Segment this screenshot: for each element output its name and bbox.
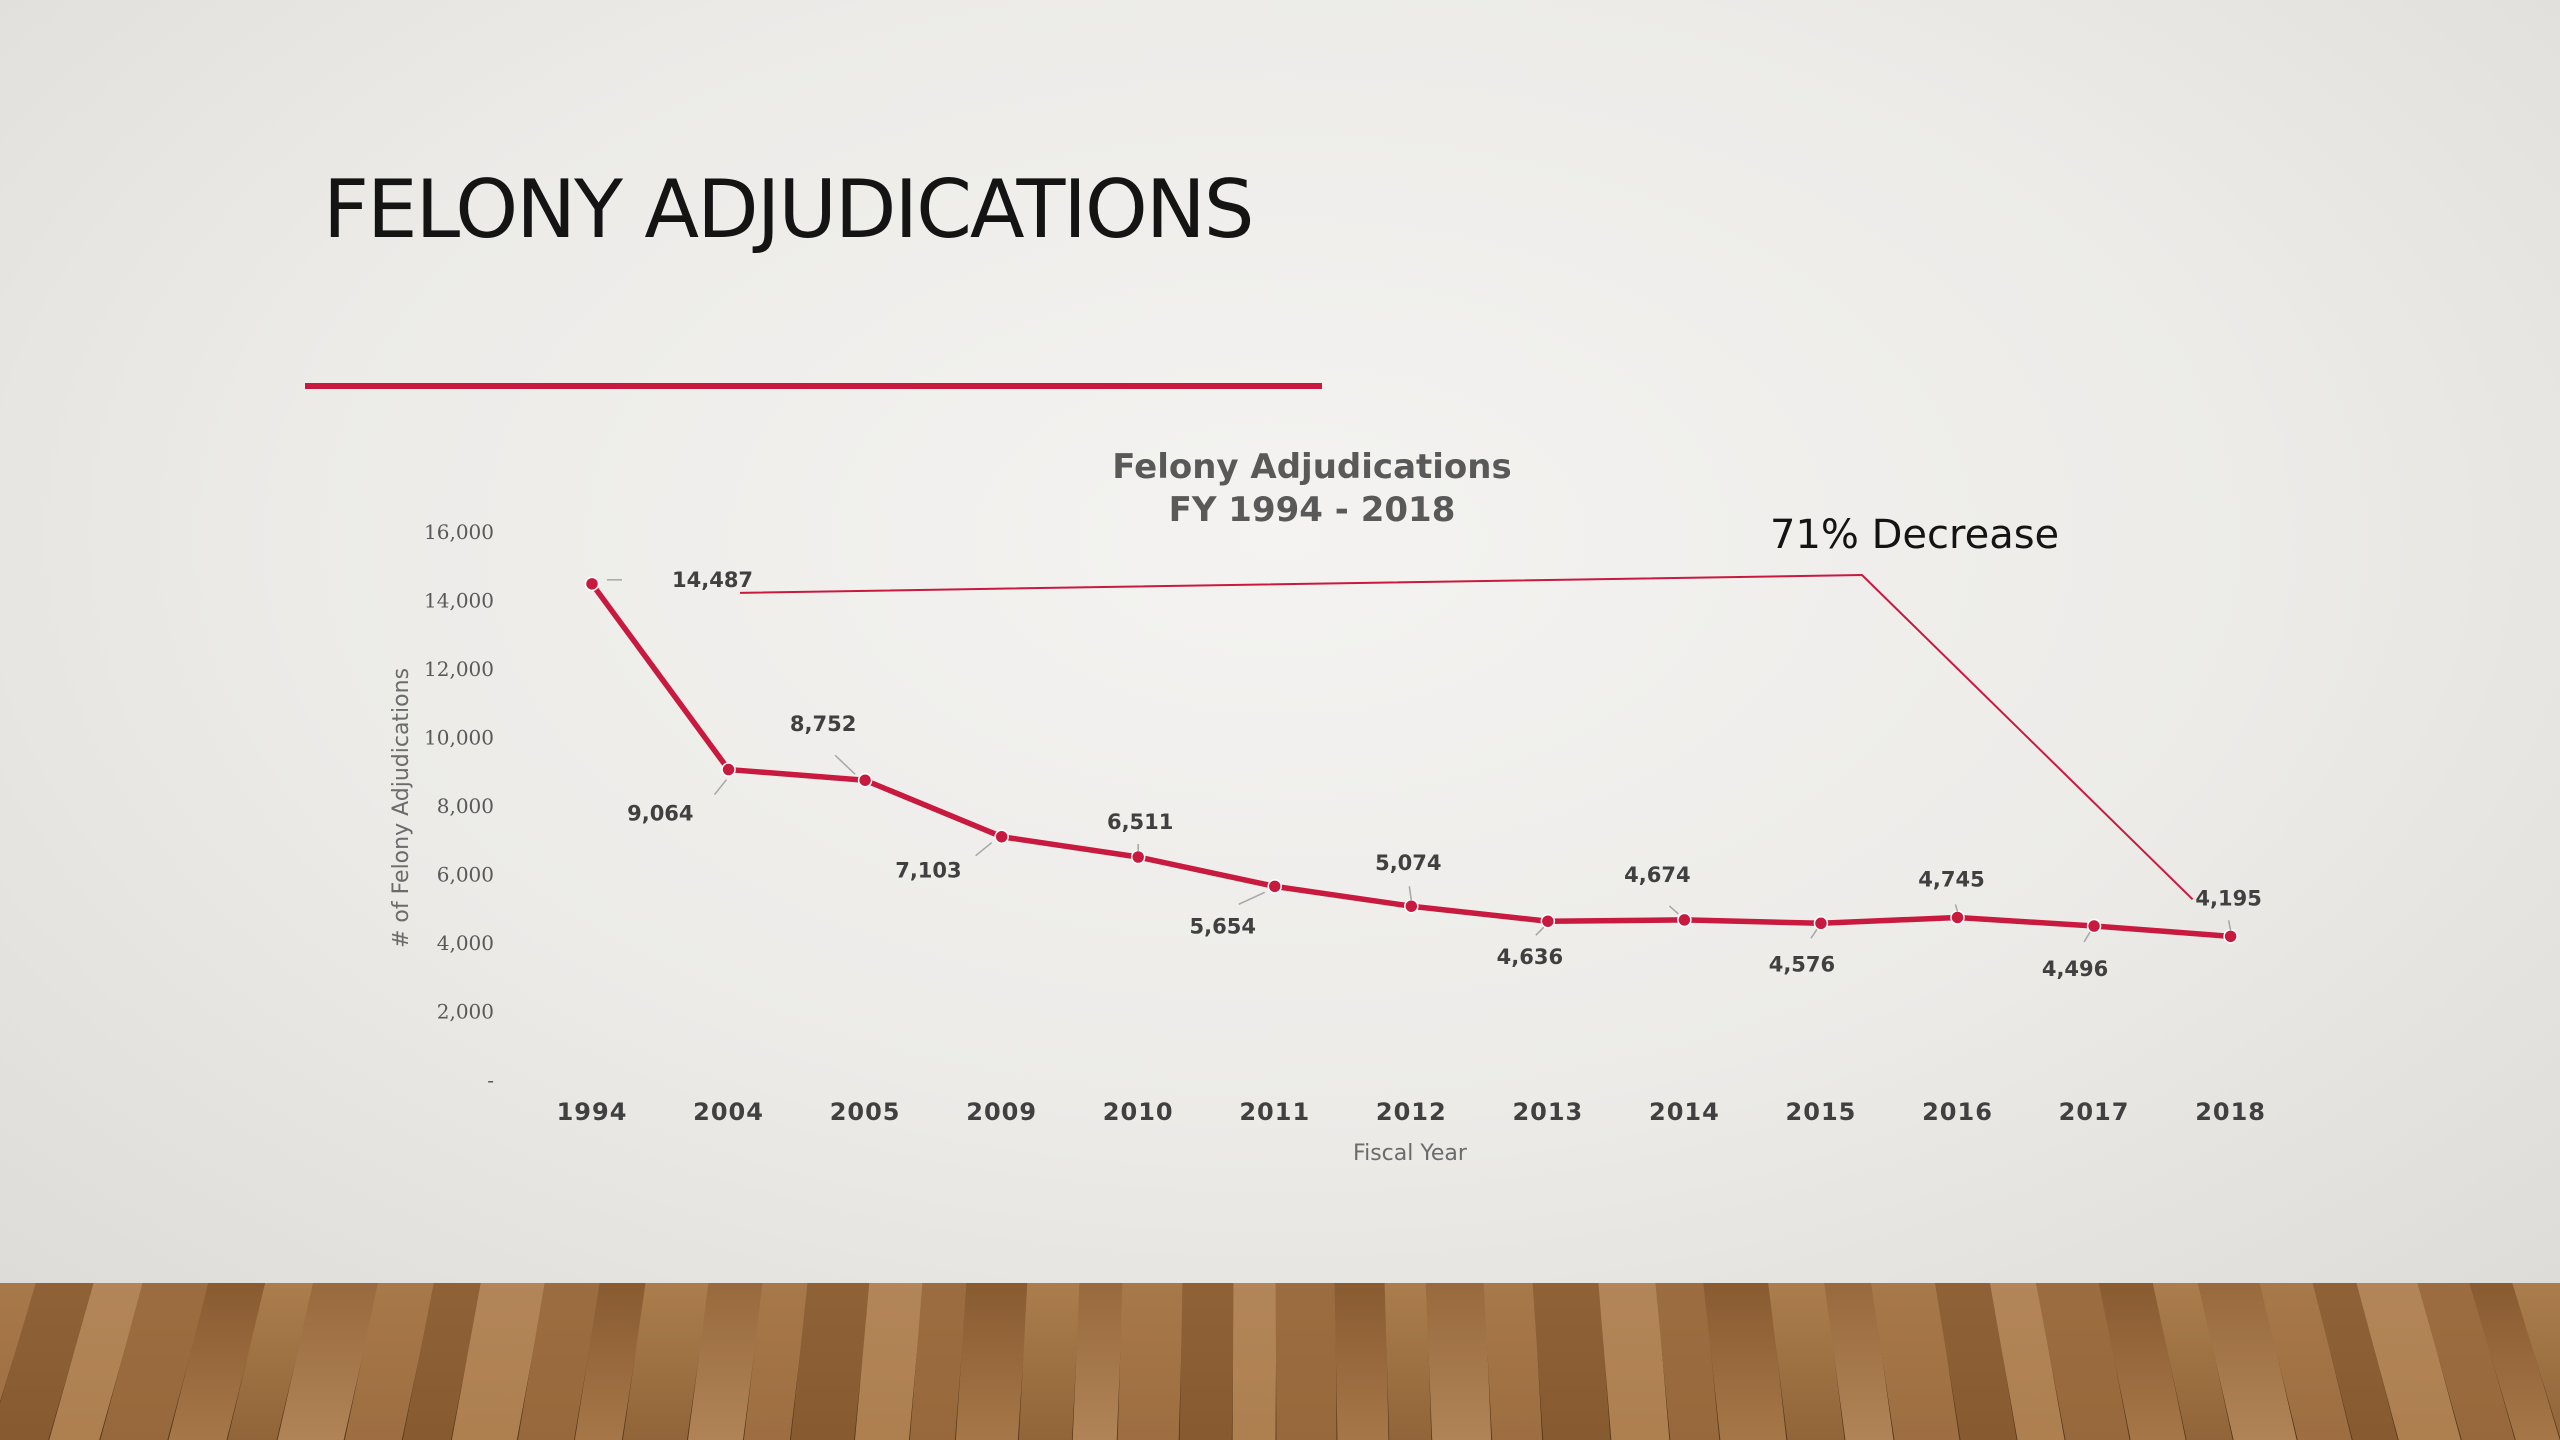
- data-label-leader: [1954, 904, 1959, 912]
- wood-floor: [0, 1283, 2560, 1440]
- data-label: 4,576: [1769, 952, 1835, 976]
- data-point: [2223, 929, 2238, 944]
- title-divider: [305, 383, 1322, 389]
- data-label: 7,103: [895, 859, 961, 883]
- chart-subtitle: FY 1994 - 2018: [1169, 490, 1456, 530]
- data-label: 6,511: [1107, 810, 1173, 834]
- data-label: 4,674: [1624, 863, 1690, 887]
- data-point: [1677, 912, 1692, 928]
- data-label: 8,752: [790, 712, 856, 736]
- data-point: [857, 772, 873, 788]
- data-point: [1813, 916, 1829, 931]
- decrease-annotation-line: [739, 573, 2194, 901]
- data-label: 14,487: [672, 568, 753, 592]
- data-label-leader: [975, 842, 993, 857]
- x-tick-label: 2016: [1922, 1098, 1993, 1126]
- data-label-leader: [1668, 905, 1679, 915]
- x-tick-label: 2014: [1649, 1098, 1720, 1126]
- y-tick-label: 4,000: [437, 931, 494, 955]
- decrease-annotation-text: 71% Decrease: [1770, 512, 2059, 558]
- data-label-leader: [1408, 886, 1413, 901]
- y-tick-label: -: [487, 1068, 494, 1092]
- x-tick-label: 2012: [1376, 1098, 1447, 1126]
- data-label: 4,496: [2042, 957, 2108, 981]
- data-label-leader: [834, 754, 856, 775]
- x-tick-label: 2017: [2059, 1098, 2130, 1126]
- y-tick-label: 8,000: [437, 794, 494, 818]
- x-tick-label: 2004: [693, 1098, 764, 1126]
- data-label-leader: [1810, 928, 1818, 939]
- data-label: 5,074: [1375, 851, 1441, 875]
- data-label-leader: [1238, 891, 1266, 906]
- data-point: [1404, 898, 1419, 914]
- chart-title: Felony Adjudications: [1112, 447, 1511, 487]
- x-tick-label: 2013: [1512, 1098, 1583, 1126]
- data-label-leader: [2083, 931, 2091, 943]
- data-point: [1950, 910, 1965, 925]
- data-point: [584, 576, 600, 592]
- y-tick-label: 16,000: [424, 520, 494, 544]
- data-point: [721, 762, 736, 777]
- x-tick-label: 2011: [1239, 1098, 1310, 1126]
- x-tick-label: 1994: [557, 1098, 628, 1126]
- data-label: 9,064: [627, 802, 693, 826]
- data-label-leader: [2227, 920, 2232, 931]
- data-point: [1130, 849, 1146, 865]
- data-point: [2086, 918, 2102, 934]
- data-label-leader: [713, 779, 728, 796]
- data-point: [1267, 879, 1282, 894]
- slide-background: [0, 0, 2560, 1283]
- series-line: [589, 581, 2234, 940]
- x-tick-label: 2018: [2195, 1098, 2266, 1126]
- data-label: 4,195: [2195, 886, 2261, 910]
- y-tick-label: 2,000: [437, 1000, 494, 1024]
- data-point: [1540, 913, 1556, 929]
- x-tick-label: 2009: [966, 1098, 1037, 1126]
- x-axis-label: Fiscal Year: [1353, 1141, 1468, 1166]
- y-tick-label: 12,000: [424, 657, 494, 681]
- data-point: [994, 829, 1009, 844]
- data-label: 4,745: [1918, 867, 1984, 891]
- y-tick-label: 14,000: [424, 589, 494, 613]
- data-label: 5,654: [1190, 914, 1256, 938]
- y-tick-label: 6,000: [437, 863, 494, 887]
- y-tick-label: 10,000: [424, 726, 494, 750]
- data-label: 4,636: [1497, 945, 1563, 969]
- x-tick-label: 2005: [830, 1098, 901, 1126]
- slide-title: FELONY ADJUDICATIONS: [323, 163, 1254, 256]
- x-tick-label: 2010: [1103, 1098, 1174, 1126]
- y-axis-label: # of Felony Adjudications: [389, 668, 414, 948]
- data-label-leader: [1535, 926, 1545, 936]
- x-tick-label: 2015: [1786, 1098, 1857, 1126]
